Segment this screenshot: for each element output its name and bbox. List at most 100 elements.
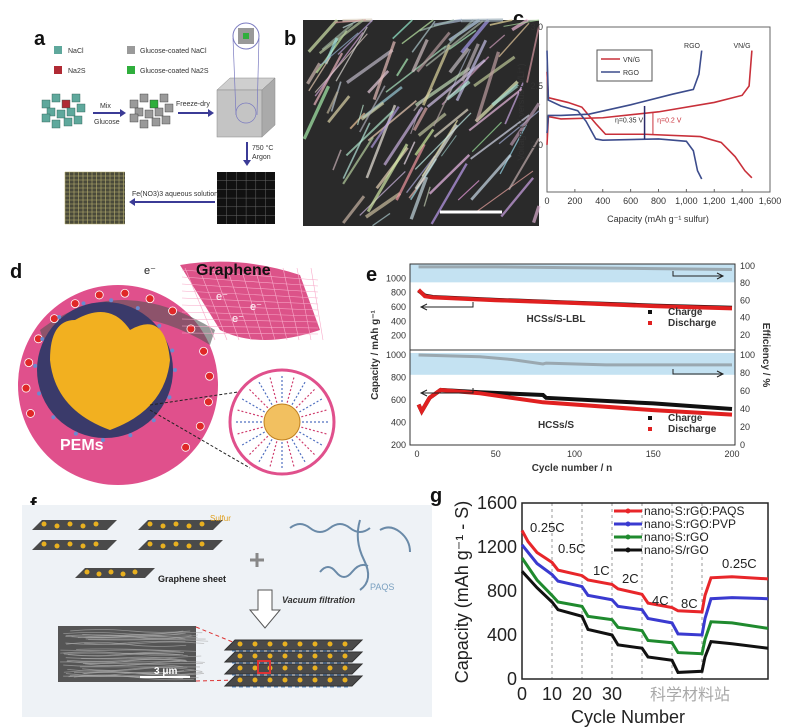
argon-label: Argon bbox=[252, 154, 271, 161]
nanofiber bbox=[532, 205, 541, 224]
nanofiber bbox=[440, 135, 457, 157]
zoom-line bbox=[195, 626, 241, 646]
nanofiber bbox=[372, 212, 391, 227]
nanofiber bbox=[430, 162, 468, 225]
left-y-tick-label: 800 bbox=[391, 288, 406, 298]
x-tick-label: 0 bbox=[544, 196, 549, 206]
x-tick-label: 200 bbox=[724, 449, 739, 459]
y-tick-label: 0 bbox=[507, 669, 517, 689]
nanofiber bbox=[412, 106, 428, 132]
nanofiber bbox=[365, 104, 397, 179]
carbon-block-side bbox=[261, 77, 276, 138]
sulfur-particle bbox=[173, 541, 179, 547]
sulfur-particle bbox=[327, 641, 333, 647]
iron-loaded-cube-icon bbox=[65, 172, 125, 224]
series-line-vn-g-discharge bbox=[546, 71, 753, 179]
legend-marker bbox=[625, 547, 631, 553]
charge-dot bbox=[145, 294, 155, 304]
magnified-core bbox=[263, 403, 301, 441]
nanofiber bbox=[385, 45, 447, 93]
graphene-label: Graphene bbox=[196, 262, 271, 279]
magnified-core bbox=[243, 33, 249, 39]
charge-dot bbox=[204, 397, 213, 407]
panel-c-chart: 0 200 400 600 800 1,000 1,200 1,400 1,600 2.0 2.5 3… bbox=[516, 22, 781, 224]
sulfur-particle bbox=[297, 665, 303, 671]
polymer-chain bbox=[237, 409, 263, 418]
nanofiber bbox=[460, 43, 480, 82]
salt-cube-icon bbox=[66, 107, 76, 117]
arrowhead-icon bbox=[120, 109, 126, 117]
sulfur-particle bbox=[108, 569, 114, 575]
sulfur-particle bbox=[282, 641, 288, 647]
polyelectrolyte-chains bbox=[236, 376, 328, 468]
left-y-tick-label: 1000 bbox=[386, 273, 406, 283]
nanofiber bbox=[370, 106, 400, 149]
nanofiber bbox=[395, 143, 426, 201]
sem-fiber bbox=[76, 648, 197, 652]
left-y-tick-label: 200 bbox=[391, 331, 406, 341]
paqs-label: PAQS bbox=[370, 582, 394, 592]
x-tick-label: 50 bbox=[491, 449, 501, 459]
sulfur-particle bbox=[237, 665, 243, 671]
polymer-chain bbox=[295, 389, 315, 409]
mesh-grid bbox=[64, 171, 125, 225]
x-axis-label: Cycle number / n bbox=[532, 463, 613, 474]
sulfur-particle bbox=[41, 541, 47, 547]
nanofiber bbox=[419, 19, 455, 32]
temperature-label: 750 °C bbox=[252, 144, 273, 152]
subplot-title: HCSs/S bbox=[538, 420, 574, 431]
graphene-layer bbox=[223, 663, 364, 675]
salt-cluster bbox=[41, 93, 86, 129]
legend-box bbox=[596, 49, 653, 82]
nanofiber bbox=[332, 149, 342, 171]
nanofibers bbox=[302, 18, 541, 227]
nanofiber bbox=[455, 39, 488, 102]
sulfur-particle bbox=[342, 665, 348, 671]
y-tick-label: 800 bbox=[487, 581, 517, 601]
nanofiber bbox=[425, 20, 484, 67]
sem-fiber bbox=[65, 656, 186, 661]
nanofiber bbox=[414, 112, 472, 170]
charge-dot bbox=[24, 358, 34, 368]
charge-dot bbox=[167, 395, 172, 400]
charge-dot bbox=[51, 415, 56, 420]
arrowhead-icon bbox=[208, 109, 214, 117]
x-tick-label: 200 bbox=[567, 196, 582, 206]
series-efficiency-hcss-s-lbl bbox=[418, 265, 733, 271]
charge-dot bbox=[128, 433, 133, 438]
legend-swatch-charge bbox=[648, 416, 652, 420]
right-y-tick-label: 100 bbox=[740, 261, 755, 271]
nanofiber bbox=[511, 18, 529, 32]
coated-cube-icon bbox=[129, 99, 139, 109]
nanofiber bbox=[470, 154, 512, 201]
nanofiber bbox=[414, 124, 459, 190]
legend-label-rgo: RGO bbox=[623, 70, 640, 77]
mesh-line bbox=[226, 267, 252, 341]
nanofiber bbox=[367, 70, 390, 94]
nanofiber bbox=[426, 59, 486, 108]
coated-cube-icon bbox=[139, 93, 149, 103]
y-tick-label: 2.0 bbox=[530, 140, 543, 150]
pems-label: PEMs bbox=[60, 437, 104, 454]
nanofiber bbox=[302, 85, 331, 140]
right-y-tick-label: 0 bbox=[740, 440, 745, 450]
mesh-line bbox=[181, 297, 319, 305]
panel-b-sem-image bbox=[302, 18, 541, 227]
sem-fiber bbox=[65, 640, 186, 645]
nanofiber bbox=[372, 41, 396, 101]
salt-cube-icon bbox=[46, 107, 56, 117]
nanofiber bbox=[457, 179, 480, 201]
charge-dot bbox=[181, 442, 191, 452]
nanofiber bbox=[433, 88, 452, 127]
x-tick-label: 30 bbox=[602, 684, 622, 704]
legend-label-vng: VN/G bbox=[623, 57, 640, 64]
sulfur-particle bbox=[96, 571, 102, 577]
mesh-line bbox=[254, 267, 276, 341]
charge-dot bbox=[157, 323, 162, 328]
right-axis-arrow-icon bbox=[672, 369, 725, 378]
carbon-block-icon bbox=[216, 89, 263, 138]
coated-cube-icon bbox=[159, 93, 169, 103]
salt-cube-icon bbox=[41, 113, 51, 123]
panel-g-chart: 0 400 800 1200 1600 0 10 20 30 Cycle Number Capaci… bbox=[452, 493, 769, 727]
electron-label: e⁻ bbox=[144, 265, 156, 277]
